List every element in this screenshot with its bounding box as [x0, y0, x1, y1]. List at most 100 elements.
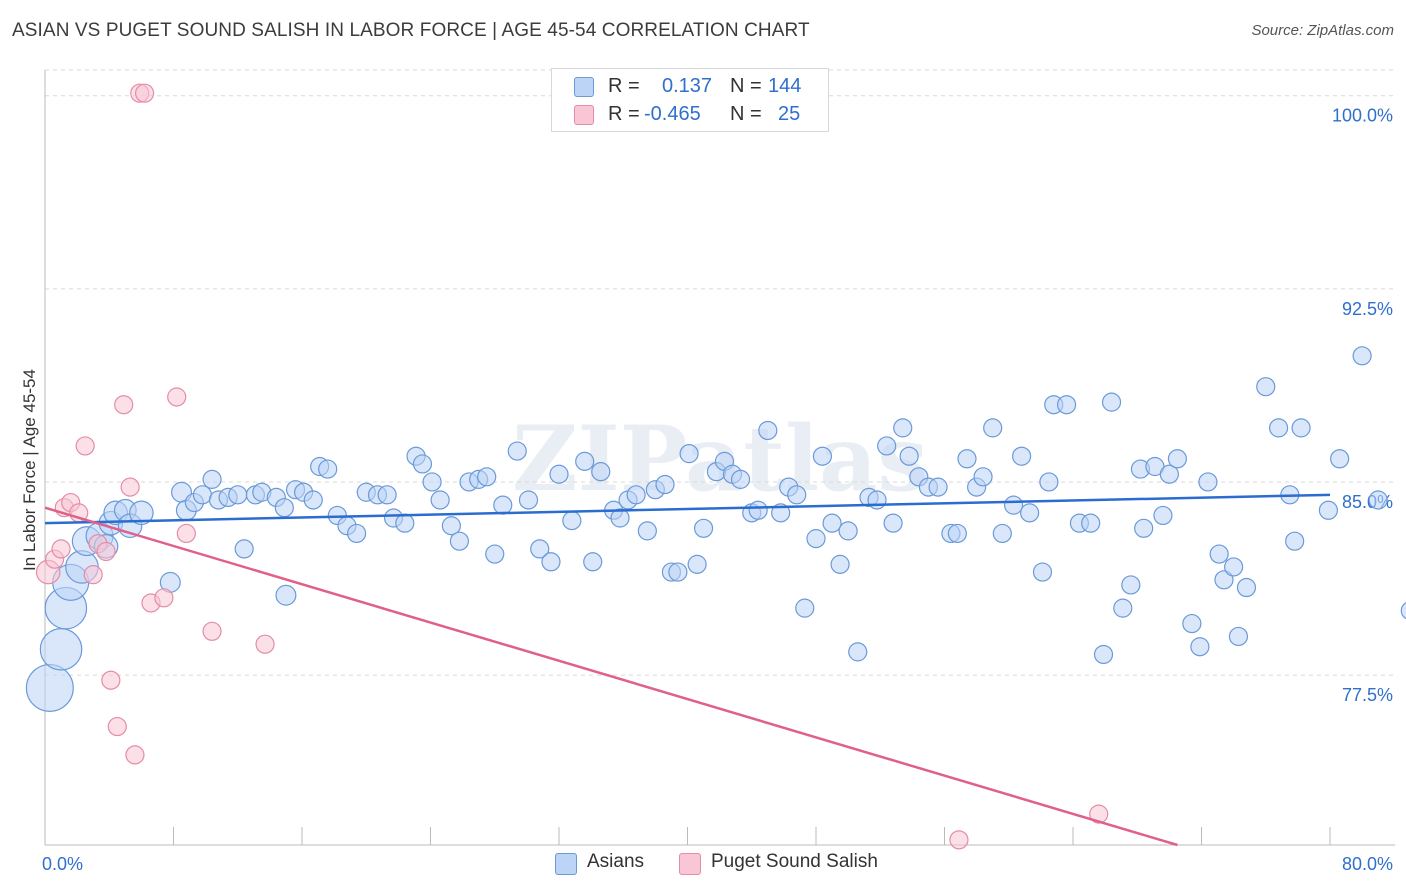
- asian-point: [530, 539, 550, 559]
- asian-point: [1400, 602, 1406, 620]
- r-value: -0.465: [644, 103, 701, 125]
- asian-point: [192, 485, 213, 505]
- asian-point: [771, 503, 791, 523]
- asian-point: [693, 518, 714, 538]
- x-tick-label: 80.0%: [1342, 854, 1393, 874]
- asian-point: [1113, 598, 1133, 618]
- asian-point: [129, 500, 154, 526]
- y-axis-label: In Labor Force | Age 45-54: [20, 369, 39, 571]
- asian-point: [1153, 505, 1173, 526]
- asian-point: [928, 477, 948, 497]
- asian-point: [637, 521, 657, 541]
- grid-lines: [45, 69, 1395, 676]
- asian-point: [412, 454, 433, 474]
- asian-point: [1011, 446, 1032, 466]
- asian-point: [1236, 577, 1257, 598]
- salish-points: [35, 83, 1109, 850]
- asian-point: [992, 523, 1012, 544]
- salish-point: [120, 477, 140, 497]
- asian-point: [1291, 418, 1311, 438]
- salish-point: [255, 634, 275, 654]
- asian-point: [1101, 392, 1122, 412]
- n-label: N =: [730, 75, 762, 97]
- asian-point: [1256, 377, 1276, 397]
- salish-point: [51, 539, 71, 559]
- asian-point: [1182, 613, 1202, 634]
- stats-legend: R = 0.137 N = 144 R = -0.465 N = 25: [551, 68, 829, 132]
- asian-point: [1224, 557, 1244, 577]
- asian-point: [1352, 346, 1372, 366]
- asian-point: [806, 529, 826, 549]
- salish-point: [176, 523, 196, 544]
- asian-point: [202, 469, 222, 489]
- asian-points: [25, 346, 1406, 712]
- asian-point: [883, 513, 903, 533]
- asian-point: [1318, 500, 1338, 520]
- salish-point: [134, 83, 155, 103]
- asian-point: [575, 451, 595, 471]
- asian-point: [830, 554, 850, 574]
- asian-point: [687, 554, 707, 574]
- asian-point: [347, 523, 367, 544]
- asian-point: [795, 598, 815, 618]
- asian-point: [748, 500, 768, 520]
- r-label: R =: [608, 75, 640, 97]
- asian-point: [1268, 418, 1289, 438]
- asian-point: [626, 485, 646, 505]
- n-value: 25: [778, 103, 801, 125]
- n-label: N =: [730, 103, 762, 125]
- asian-point: [518, 490, 539, 510]
- asian-point: [1214, 570, 1234, 590]
- salish-point: [167, 387, 187, 407]
- asian-point: [1056, 395, 1077, 415]
- asian-point: [1159, 464, 1179, 484]
- asian-point: [1020, 503, 1040, 523]
- asian-point: [39, 628, 83, 671]
- asians-legend-icon: [555, 853, 577, 875]
- axis-ticks: 77.5%85.0%92.5%100.0%0.0% 80.0%: [42, 106, 1393, 874]
- asian-point: [583, 552, 603, 572]
- asian-point: [562, 510, 582, 531]
- asian-point: [758, 420, 778, 441]
- asian-point: [25, 663, 74, 712]
- asian-point: [893, 418, 913, 438]
- asian-point: [591, 462, 611, 482]
- asian-point: [1093, 644, 1114, 665]
- asian-point: [1285, 531, 1305, 551]
- legend-row-asians: R = 0.137 N = 144: [552, 73, 828, 101]
- asian-point: [1228, 626, 1249, 647]
- asian-point: [318, 459, 338, 479]
- salish-point: [107, 716, 127, 737]
- source-credit: Source: ZipAtlas.com: [1251, 22, 1394, 39]
- salish-point: [114, 395, 134, 415]
- salish-point: [154, 588, 174, 608]
- asian-point: [973, 467, 993, 487]
- y-tick-label: 100.0%: [1332, 106, 1393, 126]
- asian-point: [838, 521, 858, 541]
- legend-row-salish: R = -0.465 N = 25: [552, 101, 828, 129]
- asian-point: [1330, 449, 1350, 469]
- x-tick-label: 0.0%: [42, 854, 83, 874]
- salish-point: [83, 565, 103, 585]
- asian-point: [485, 544, 505, 564]
- salish-point: [125, 745, 145, 765]
- chart-title: ASIAN VS PUGET SOUND SALISH IN LABOR FOR…: [12, 20, 810, 41]
- asian-point: [787, 485, 807, 505]
- legend-label-salish: Puget Sound Salish: [711, 851, 878, 872]
- asian-point: [1032, 562, 1053, 582]
- salish-point: [949, 830, 969, 850]
- asian-point: [395, 513, 415, 533]
- asian-trend-line: [44, 493, 1331, 525]
- asian-point: [610, 508, 630, 528]
- asian-point: [493, 495, 513, 515]
- asian-point: [1003, 495, 1024, 515]
- salish-point: [202, 621, 222, 641]
- asian-point: [1198, 472, 1218, 492]
- asian-point: [1121, 575, 1141, 595]
- salish-point: [75, 436, 95, 456]
- asian-point: [303, 490, 323, 510]
- asian-point: [275, 584, 297, 606]
- asian-point: [441, 516, 461, 536]
- asian-point: [812, 446, 833, 466]
